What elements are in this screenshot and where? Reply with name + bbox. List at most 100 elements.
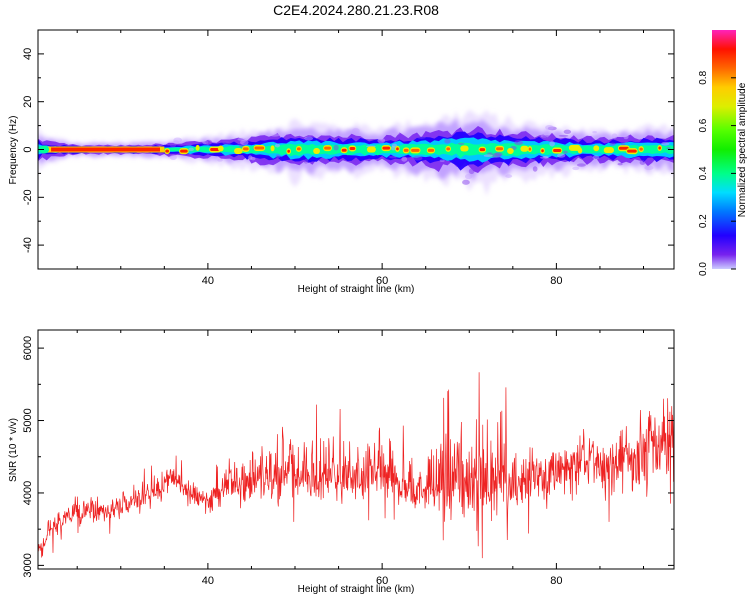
snr-axes: 40 60 80 6000 5000 4000 3000	[22, 330, 674, 587]
spectrogram-speckle	[611, 133, 618, 139]
spectrogram-hot-halo	[217, 145, 224, 152]
spectrogram-ytick-label: -40	[22, 237, 34, 253]
spectrogram-speckle	[388, 155, 397, 159]
colorbar-tick-label: 0.2	[698, 214, 709, 228]
spectrogram-speckle	[391, 132, 400, 135]
spectrogram-axes: 40 60 80 40 20 0 -20 -40	[22, 30, 674, 287]
spectrogram-hot-spot	[165, 149, 170, 153]
chart-title: C2E4.2024.280.21.23.R08	[273, 2, 439, 18]
spectrogram-hot-spot	[528, 147, 532, 151]
spectrogram-speckle	[240, 139, 249, 146]
spectrogram-speckle	[444, 139, 451, 144]
spectrogram-hot-halo	[234, 147, 243, 154]
spectrogram-xtick-label: 40	[202, 275, 214, 287]
spectrogram-hot-spot	[496, 147, 504, 151]
spectrogram-hot-halo	[603, 147, 614, 154]
spectrogram-speckle	[639, 159, 646, 165]
spectrogram-hot-spot	[287, 149, 290, 153]
spectrogram-hot-spot	[396, 147, 399, 151]
spectrogram-speckle	[487, 152, 493, 155]
spectrogram-speckle	[352, 128, 360, 134]
spectrogram-hot-spot	[427, 148, 435, 152]
spectrogram-hot-spot	[324, 146, 331, 150]
snr-xtick-label: 80	[550, 575, 562, 587]
spectrogram-speckle	[623, 134, 629, 140]
snr-ylabel: SNR (10 * v/v)	[8, 418, 19, 482]
spectrogram-start-blob	[39, 145, 50, 154]
spectrogram-hot-spot	[210, 148, 220, 152]
spectrogram-speckle	[468, 168, 475, 175]
spectrogram-speckle	[205, 139, 213, 145]
spectrogram-speckle	[304, 136, 314, 141]
spectrogram-speckle	[464, 173, 473, 180]
spectrogram-speckle	[540, 156, 549, 159]
colorbar-tick-label: 0.4	[698, 166, 709, 180]
spectrogram-speckle	[439, 159, 445, 162]
spectrogram-hot-spot	[382, 146, 391, 150]
spectrogram-hot-halo	[593, 145, 600, 152]
colorbar-gradient	[712, 30, 736, 269]
spectrogram-heatmap	[38, 109, 674, 197]
spectrogram-speckle	[413, 155, 423, 161]
spectrogram-speckle	[542, 135, 552, 140]
spectrogram-speckle	[457, 142, 465, 145]
snr-panel: 40 60 80 6000 5000 4000 3000 Height of straigh…	[8, 329, 675, 595]
snr-xtick-label: 40	[202, 575, 214, 587]
spectrogram-hot-spot	[446, 147, 451, 151]
spectrogram-ylabel: Frequency (Hz)	[8, 116, 19, 185]
snr-ytick-label: 6000	[22, 336, 34, 360]
spectrogram-hot-spot	[618, 146, 629, 150]
spectrogram-hot-halo	[520, 145, 529, 152]
spectrogram-speckle	[666, 147, 671, 150]
spectrogram-speckle	[416, 136, 426, 139]
spectrogram-hot-halo	[366, 146, 376, 153]
spectrogram-ytick-label: 20	[22, 96, 34, 108]
spectrogram-xlabel: Height of straight line (km)	[298, 284, 415, 295]
spectrogram-speckle	[572, 166, 580, 171]
spectrogram-speckle	[617, 162, 623, 166]
spectrogram-hot-halo	[460, 145, 469, 152]
spectrogram-ytick-label: 40	[22, 48, 34, 60]
spectrogram-speckle	[483, 154, 493, 158]
spectrogram-hot-spot	[479, 148, 486, 152]
spectrogram-hot-spot	[180, 149, 188, 153]
spectrogram-speckle	[217, 158, 223, 162]
snr-ytick-label: 5000	[22, 408, 34, 432]
spectrogram-hot-spot	[349, 146, 356, 150]
spectrogram-speckle	[169, 143, 177, 148]
spectrogram-speckle	[377, 137, 386, 144]
spectrogram-hot-spot	[341, 148, 347, 152]
spectrogram-speckle	[401, 156, 408, 162]
spectrogram-band-layer	[38, 141, 674, 159]
spectrogram-speckle	[391, 143, 398, 148]
spectrogram-speckle	[558, 134, 569, 137]
spectrogram-hot-spot	[243, 147, 249, 151]
spectrogram-hot-halo	[270, 145, 275, 152]
spectrogram-speckle	[462, 179, 470, 185]
colorbar-label: Normalized spectral amplitude	[737, 82, 748, 217]
spectrogram-hot-halo	[577, 147, 583, 154]
snr-ytick-label: 3000	[22, 553, 34, 577]
spectrogram-speckle	[549, 140, 555, 147]
colorbar-ticks: 0.0 0.2 0.4 0.6 0.8	[698, 70, 736, 276]
spectrogram-hot-halo	[507, 147, 514, 154]
spectrogram-speckle	[563, 150, 568, 154]
spectrogram-speckle	[576, 163, 587, 167]
spectrogram-hot-halo	[568, 144, 581, 151]
spectrogram-hot-halo	[313, 147, 320, 154]
spectrogram-hot-spot	[639, 147, 643, 151]
spectrogram-speckle	[558, 161, 564, 165]
colorbar: 0.0 0.2 0.4 0.6 0.8 Normalized spectral ampl…	[698, 30, 748, 276]
spectrogram-speckle	[644, 165, 654, 171]
colorbar-tick-label: 0.6	[698, 118, 709, 132]
spectrogram-speckle	[222, 140, 230, 145]
colorbar-tick-label: 0.8	[698, 70, 709, 84]
spectrogram-speckle	[505, 174, 513, 178]
snr-frame	[37, 329, 675, 570]
spectrogram-speckle	[303, 159, 309, 164]
spectrogram-speckle	[661, 141, 670, 146]
spectrogram-hot-spot	[403, 148, 409, 152]
spectrogram-hot-spot	[541, 149, 544, 153]
spectrogram-hot-halo	[195, 144, 200, 151]
spectrogram-speckle	[514, 139, 523, 146]
